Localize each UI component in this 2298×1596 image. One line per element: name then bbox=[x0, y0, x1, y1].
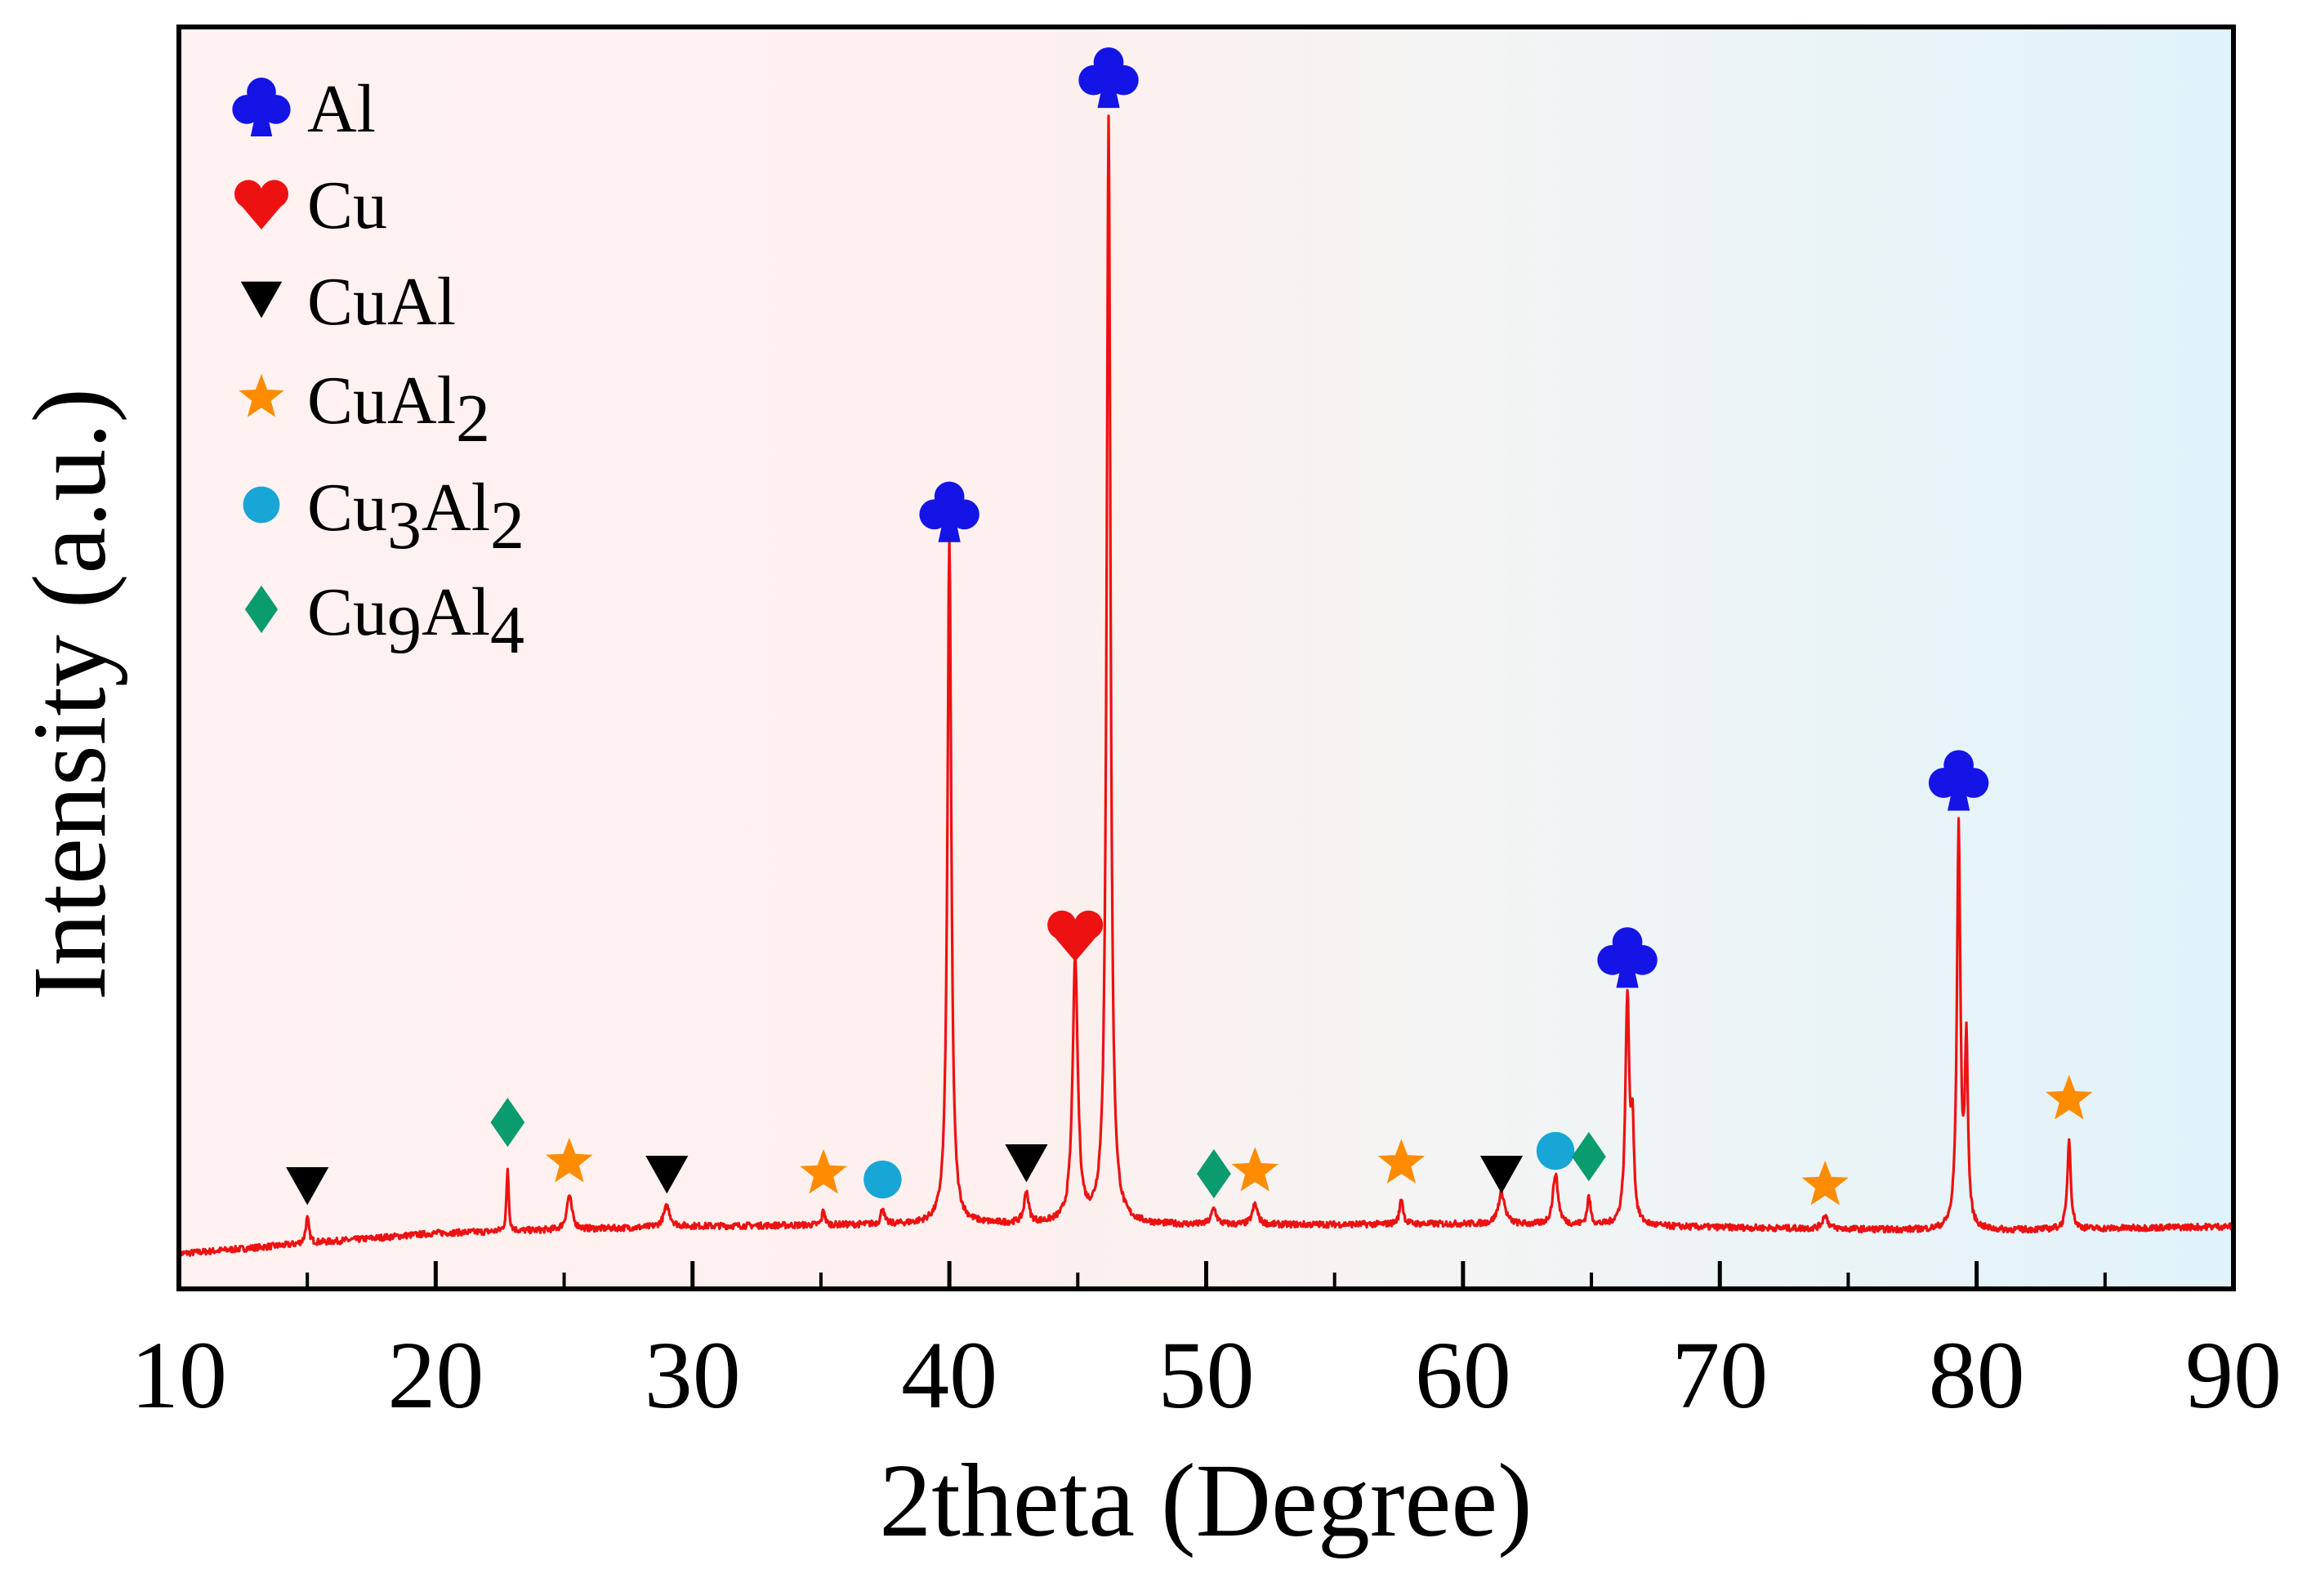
legend-item-cual2: CuAl2 bbox=[239, 363, 490, 457]
annotation-al-9 bbox=[1078, 47, 1139, 109]
annotations-layer bbox=[286, 47, 2093, 1206]
legend-item-cu: Cu bbox=[234, 167, 387, 243]
annotation-cual2-2 bbox=[546, 1137, 593, 1183]
annotation-cual-7 bbox=[1005, 1144, 1048, 1183]
legend-label-cual2: CuAl2 bbox=[307, 363, 490, 457]
legend-marker-al bbox=[232, 78, 291, 136]
legend-label-cual: CuAl bbox=[307, 264, 456, 340]
annotation-al-6 bbox=[919, 481, 979, 542]
x-tick-label-60: 60 bbox=[1415, 1322, 1511, 1429]
x-axis: 10 20 30 40 50 60 70 80 90 bbox=[131, 1261, 2282, 1429]
legend-label-cu: Cu bbox=[307, 167, 387, 243]
legend-marker-cual bbox=[240, 281, 283, 319]
annotation-cual-13 bbox=[1479, 1156, 1524, 1194]
x-tick-label-40: 40 bbox=[901, 1322, 997, 1429]
legend-item-cual: CuAl bbox=[240, 264, 456, 340]
y-axis-label: Intensity (a.u.) bbox=[11, 388, 127, 1001]
legend-marker-cu bbox=[234, 180, 288, 230]
plot-background bbox=[179, 27, 2233, 1289]
annotation-cu9al4-15 bbox=[1572, 1131, 1606, 1182]
x-tick-label-50: 50 bbox=[1158, 1322, 1255, 1429]
annotation-cu9al4-1 bbox=[490, 1097, 525, 1148]
annotation-cual-0 bbox=[286, 1167, 329, 1206]
annotation-cu-8 bbox=[1047, 910, 1104, 962]
series-line-xrd-pattern bbox=[177, 114, 2235, 1257]
legend-marker-cu3al2 bbox=[243, 486, 280, 524]
annotation-al-16 bbox=[1597, 927, 1658, 988]
legend-item-al: Al bbox=[232, 71, 376, 147]
series-layer bbox=[177, 114, 2235, 1257]
legend-label-cu3al2: Cu3Al2 bbox=[307, 470, 524, 564]
x-tick-label-80: 80 bbox=[1929, 1322, 2025, 1429]
x-tick-label-20: 20 bbox=[387, 1322, 484, 1429]
annotation-cual-3 bbox=[645, 1156, 689, 1194]
annotation-cual2-19 bbox=[2046, 1074, 2093, 1120]
legend-label-cu9al4: Cu9Al4 bbox=[307, 574, 524, 668]
annotation-cu3al2-5 bbox=[863, 1160, 902, 1199]
x-tick-label-10: 10 bbox=[131, 1322, 227, 1429]
annotation-al-18 bbox=[1928, 750, 1989, 811]
legend-label-al: Al bbox=[307, 71, 376, 147]
annotation-cu9al4-10 bbox=[1197, 1148, 1231, 1199]
annotation-cu3al2-14 bbox=[1536, 1131, 1575, 1170]
annotation-cual2-12 bbox=[1377, 1139, 1426, 1184]
x-tick-label-70: 70 bbox=[1671, 1322, 1768, 1429]
annotation-cual2-11 bbox=[1231, 1147, 1278, 1192]
legend-marker-cual2 bbox=[239, 373, 284, 417]
x-tick-label-90: 90 bbox=[2185, 1322, 2282, 1429]
annotation-cual2-4 bbox=[800, 1148, 847, 1194]
x-tick-label-30: 30 bbox=[645, 1322, 741, 1429]
legend-item-cu3al2: Cu3Al2 bbox=[243, 470, 524, 564]
annotation-cual2-17 bbox=[1801, 1160, 1849, 1206]
x-axis-label: 2theta (Degree) bbox=[879, 1442, 1533, 1558]
